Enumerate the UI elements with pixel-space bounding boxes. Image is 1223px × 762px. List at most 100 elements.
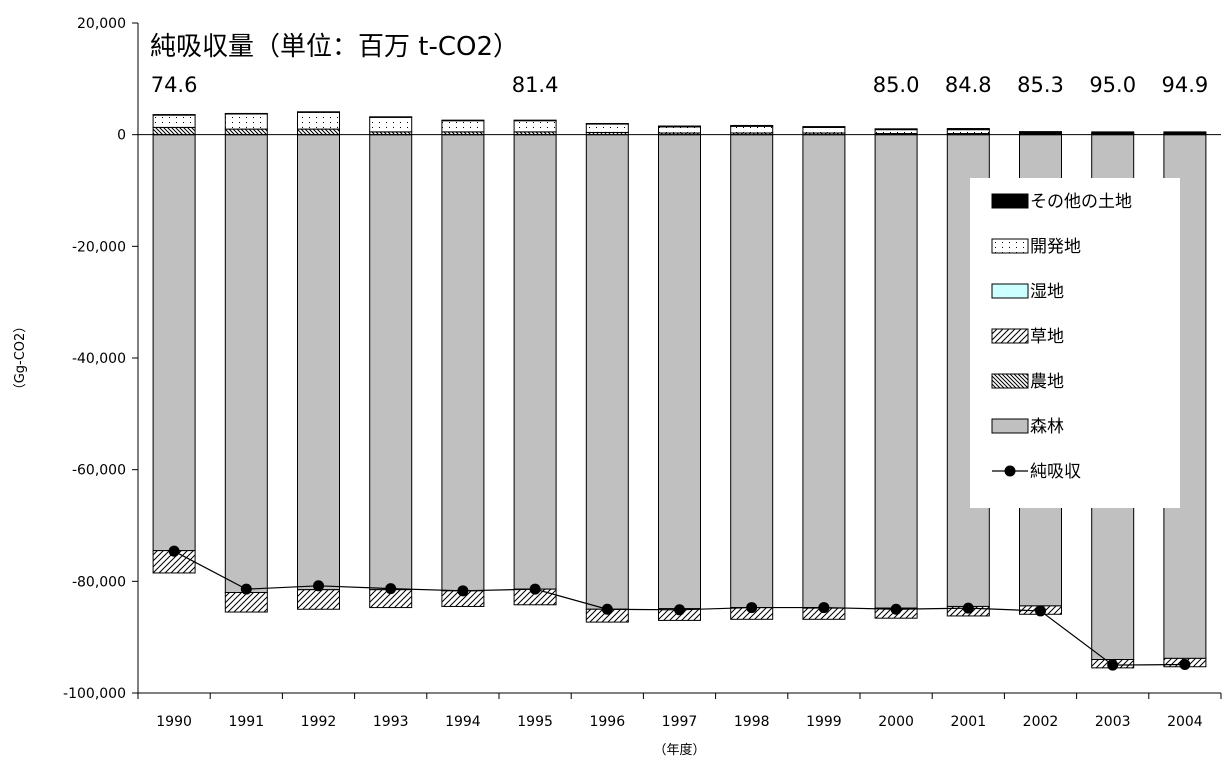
legend-item: 湿地 (991, 282, 1064, 302)
legend-swatch (991, 193, 1029, 209)
bar-森林 (730, 134, 774, 609)
bar-stack (802, 126, 846, 620)
bar-その他の土地 (1163, 131, 1207, 135)
legend-label: 森林 (1030, 417, 1064, 437)
legend-label: 開発地 (1030, 237, 1081, 257)
bar-森林 (513, 134, 557, 590)
annotation-label: 95.0 (1089, 73, 1136, 97)
bar-stack (441, 119, 485, 607)
x-tick-label: 1998 (734, 714, 770, 730)
bar-森林 (658, 134, 701, 610)
legend-marker (1004, 465, 1016, 477)
bar-stack (585, 123, 629, 623)
bar-開発地 (585, 123, 629, 133)
x-tick-label: 1991 (228, 714, 264, 730)
bar-開発地 (730, 125, 774, 134)
bar-農地 (224, 128, 268, 136)
y-tick-label: 20,000 (77, 16, 126, 32)
bar-stack (369, 116, 413, 609)
bar-stack (297, 111, 340, 610)
legend-item: 草地 (991, 327, 1064, 347)
x-tick-label: 2001 (950, 714, 986, 730)
legend-swatch (991, 373, 1029, 389)
bar-その他の土地 (585, 123, 629, 125)
y-tick-label: -60,000 (72, 463, 126, 479)
legend-label: その他の土地 (1030, 192, 1132, 212)
bar-stack (152, 114, 196, 574)
net-absorption-point (529, 583, 541, 595)
bar-stack (730, 124, 774, 620)
y-tick-label: 0 (117, 128, 126, 144)
bar-開発地 (297, 111, 340, 130)
net-absorption-point (1035, 605, 1046, 617)
y-tick-label: -20,000 (72, 239, 126, 255)
net-absorption-point (457, 585, 469, 597)
y-tick-label: -80,000 (72, 574, 126, 590)
legend-item: その他の土地 (991, 192, 1132, 212)
x-axis-label: （年度） (653, 742, 705, 758)
bar-その他の土地 (946, 128, 990, 131)
net-absorption-point (313, 580, 324, 592)
legend-item: 開発地 (991, 237, 1081, 257)
x-tick-label: 2002 (1023, 714, 1059, 730)
y-axis-label: （Gg-CO2） (13, 320, 28, 397)
bar-その他の土地 (802, 126, 846, 128)
legend-label: 草地 (1030, 327, 1064, 347)
legend-item: 森林 (991, 417, 1064, 437)
legend-label: 湿地 (1030, 282, 1064, 302)
bar-その他の土地 (874, 128, 918, 131)
legend-item: 純吸収 (992, 462, 1081, 482)
legend-swatch (991, 418, 1029, 434)
net-absorption-point (818, 602, 830, 614)
net-absorption-point (890, 603, 902, 615)
annotation-label: 81.4 (512, 73, 559, 97)
bar-stack (658, 125, 701, 621)
legend-label: 農地 (1030, 372, 1064, 392)
bar-農地 (297, 128, 340, 136)
annotation-label: 74.6 (151, 73, 198, 97)
net-absorption-point (1107, 659, 1119, 671)
x-tick-label: 1999 (806, 714, 842, 730)
bar-その他の土地 (658, 125, 701, 128)
x-tick-label: 1997 (662, 714, 698, 730)
annotation-label: 94.9 (1162, 73, 1209, 97)
legend-swatch (991, 238, 1029, 254)
bar-その他の土地 (152, 114, 196, 116)
bar-森林 (802, 134, 846, 609)
bar-開発地 (369, 116, 413, 133)
x-tick-label: 2004 (1167, 714, 1203, 730)
net-absorption-point (601, 603, 613, 615)
bar-森林 (441, 134, 485, 592)
net-absorption-point (385, 583, 397, 595)
legend-label: 純吸収 (1030, 462, 1081, 482)
bar-草地 (224, 592, 268, 613)
x-tick-label: 1996 (589, 714, 625, 730)
x-tick-label: 2000 (878, 714, 914, 730)
bar-森林 (297, 134, 340, 591)
bar-森林 (874, 134, 918, 609)
y-tick-label: -100,000 (63, 686, 126, 702)
bar-開発地 (513, 120, 557, 133)
bar-その他の土地 (1091, 131, 1135, 135)
bar-stack (513, 119, 557, 606)
y-tick-label: -40,000 (72, 351, 126, 367)
bar-開発地 (946, 129, 990, 135)
bar-森林 (369, 134, 413, 591)
bar-その他の土地 (513, 119, 557, 122)
x-tick-label: 1994 (445, 714, 481, 730)
annotation-label: 84.8 (945, 73, 992, 97)
legend-swatch (991, 283, 1029, 299)
x-tick-label: 1990 (156, 714, 192, 730)
bar-その他の土地 (1019, 131, 1062, 134)
x-tick-label: 1993 (373, 714, 409, 730)
bar-森林 (224, 134, 268, 594)
x-tick-label: 1995 (517, 714, 553, 730)
bar-開発地 (802, 126, 846, 134)
bar-開発地 (152, 114, 196, 128)
annotation-label: 85.0 (873, 73, 920, 97)
net-absorption-point (240, 583, 252, 595)
bar-森林 (152, 134, 196, 552)
bar-その他の土地 (369, 116, 413, 118)
bar-その他の土地 (224, 112, 268, 115)
